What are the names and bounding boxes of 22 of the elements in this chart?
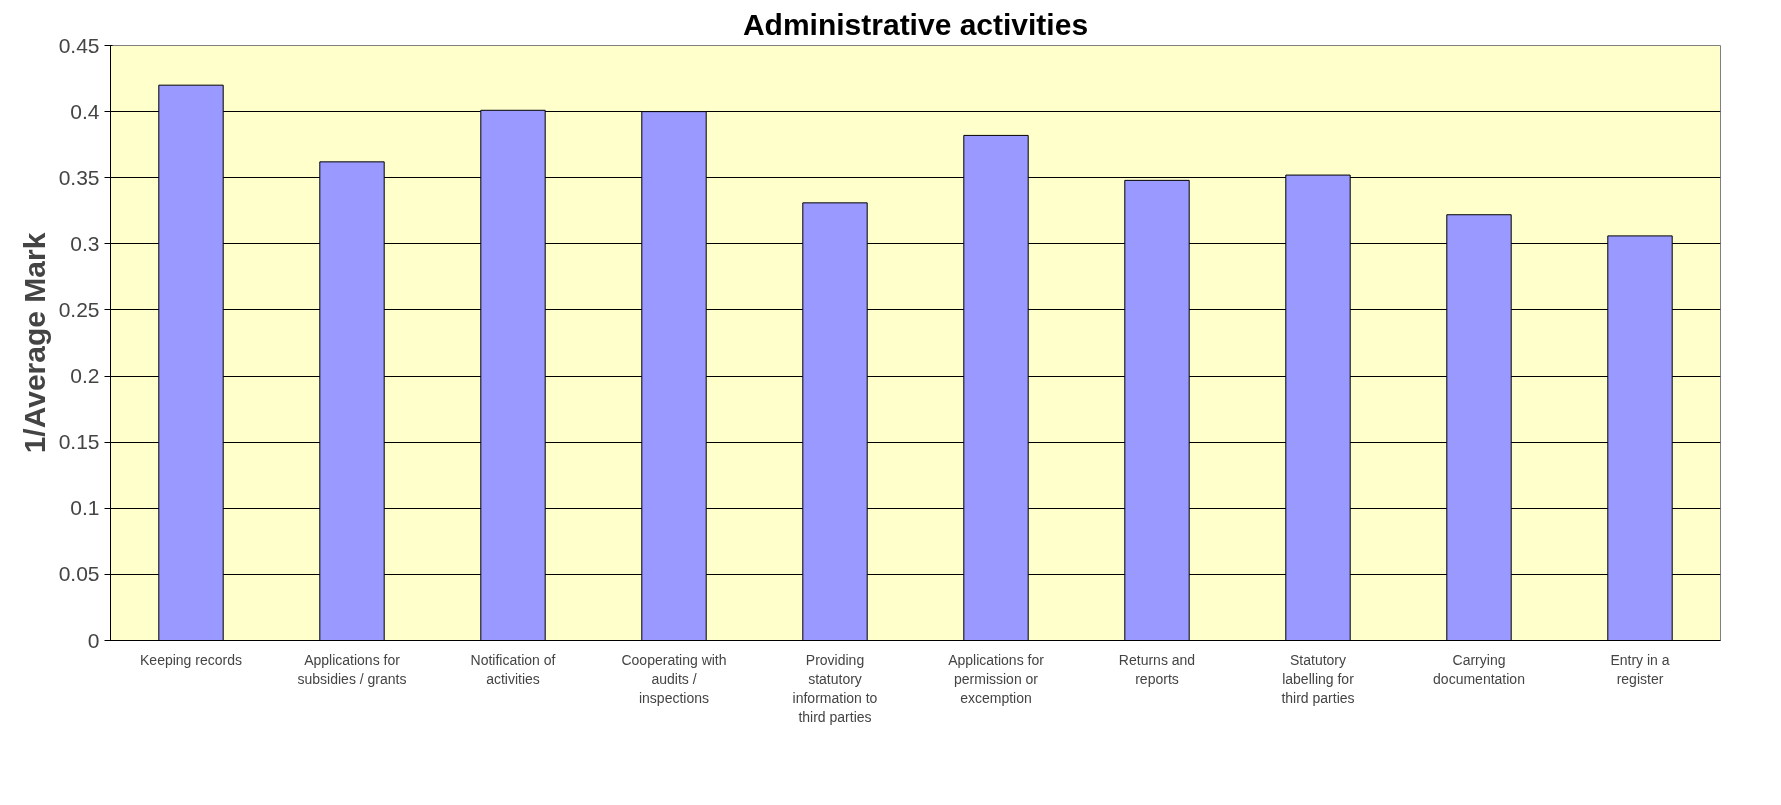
- y-tick-label: 0.05: [58, 562, 100, 586]
- x-tick-label: Returns and reports: [1118, 651, 1196, 687]
- y-tick-label: 0.45: [58, 33, 100, 57]
- x-tick-label: Providing statutory information to third parties: [792, 651, 878, 726]
- x-tick-label: Keeping records: [140, 651, 242, 668]
- y-tick-label: 0.35: [58, 165, 100, 189]
- y-tick-label: 0.1: [70, 496, 100, 520]
- x-tick-label: Carrying documentation: [1433, 651, 1525, 687]
- x-tick-label: Applications for subsidies / grants: [297, 651, 407, 687]
- y-tick-label: 0.3: [70, 231, 100, 255]
- x-tick-label: Notification of activities: [470, 651, 556, 687]
- y-tick-label: 0: [87, 628, 100, 652]
- y-tick-label: 0.2: [70, 364, 100, 388]
- chart-title: Administrative activities: [742, 7, 1089, 41]
- y-tick-label: 0.15: [58, 430, 100, 454]
- y-axis-title: 1/Average Mark: [17, 232, 51, 454]
- x-tick-label: Entry in a register: [1610, 651, 1670, 687]
- x-tick-label: Statutory labelling for third parties: [1281, 651, 1355, 706]
- y-tick-label: 0.4: [70, 99, 100, 123]
- x-tick-label: Applications for permission or excemption: [948, 651, 1045, 706]
- y-tick-label: 0.25: [58, 297, 100, 321]
- x-tick-label: Cooperating with audits / inspections: [621, 651, 727, 706]
